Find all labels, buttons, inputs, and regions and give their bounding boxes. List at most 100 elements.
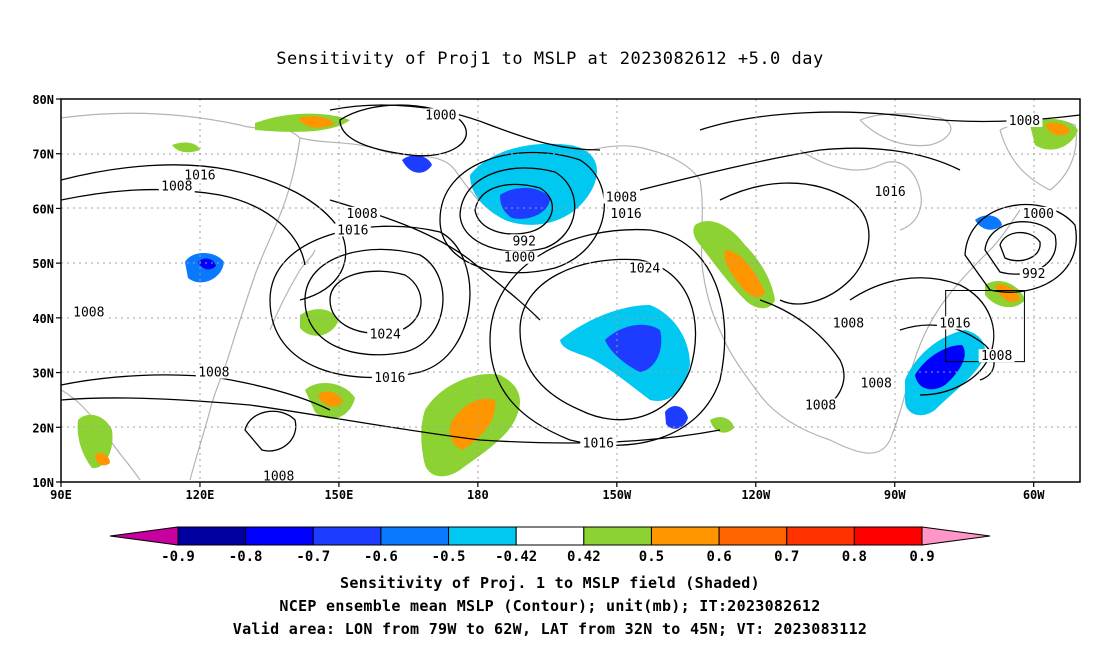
- shade-pos-scs-core: [95, 452, 110, 466]
- colorbar-label: 0.9: [909, 549, 934, 565]
- lon-tick-label: 120E: [186, 488, 215, 502]
- contour-label-bg: [978, 349, 1015, 363]
- colorbar-arrow-low: [109, 526, 179, 546]
- contour-label: 1008: [346, 207, 377, 222]
- lat-tick-label: 70N: [32, 148, 54, 162]
- contour-label-bg: [158, 179, 195, 193]
- contour-label: 1008: [161, 180, 192, 195]
- colorbar: -0.9 -0.8 -0.7 -0.6 -0.5 -0.42 0.42 0.5 0.6 0.7 0.…: [109, 526, 991, 565]
- colorbar-label: -0.9: [161, 549, 195, 565]
- contour-label-bg: [626, 261, 663, 275]
- lon-tick-label: 60W: [1023, 488, 1045, 502]
- contour-label-bg: [195, 365, 232, 379]
- lat-tick-label: 10N: [32, 476, 54, 490]
- contour-west-1008: [61, 164, 347, 301]
- colorbar-segment: [245, 526, 314, 546]
- caption-line-1: Sensitivity of Proj. 1 to MSLP field (Sh…: [340, 574, 760, 592]
- contour-label: 1008: [833, 316, 864, 331]
- shade-pos-baja: [710, 417, 734, 433]
- contour-pac-high-2: [304, 248, 444, 356]
- coast-north-asia: [61, 112, 479, 201]
- contour-atl-1016: [849, 277, 995, 396]
- colorbar-segment: [786, 526, 855, 546]
- contour-label-bg: [260, 469, 297, 482]
- contour-label-bg: [858, 376, 895, 390]
- map-title: Sensitivity of Proj1 to MSLP at 20230826…: [276, 49, 824, 69]
- contour-ne-pac-high-1: [519, 258, 697, 421]
- contour-aleutian-low-3: [439, 151, 605, 274]
- contour-label-bg: [371, 371, 408, 385]
- colorbar-segment: [380, 526, 450, 546]
- colorbar-label: 0.8: [842, 549, 867, 565]
- contour-label-bg: [1020, 206, 1057, 220]
- contour-label: 1000: [1023, 207, 1054, 222]
- contour-west-1016: [61, 188, 306, 266]
- contour-label: 1016: [583, 437, 614, 452]
- contour-label: 1008: [73, 305, 104, 320]
- shade-neg-hawaii: [665, 406, 688, 429]
- colorbar-label: 0.6: [706, 549, 731, 565]
- contour-label: 1008: [1009, 114, 1040, 129]
- colorbar-label: -0.8: [229, 549, 263, 565]
- coast-na-east: [829, 209, 1021, 454]
- lat-tick-label: 50N: [32, 257, 54, 271]
- contour-label-bg: [510, 234, 539, 248]
- shade-pos-arctic-core: [298, 116, 335, 128]
- caption-line-2: NCEP ensemble mean MSLP (Contour); unit(…: [279, 597, 821, 615]
- contour-label-bg: [344, 206, 381, 220]
- contour-label: 992: [1022, 267, 1045, 282]
- colorbar-label: -0.6: [364, 549, 398, 565]
- contour-label-bg: [1006, 113, 1043, 127]
- contour-label-bg: [70, 305, 107, 319]
- contour-arctic-1016: [639, 147, 961, 191]
- shade-pos-west-pac-s-core: [318, 391, 343, 407]
- contour-aleutian-low-1: [474, 183, 553, 235]
- contour-label: 992: [512, 234, 535, 249]
- contour-label: 1008: [606, 190, 637, 205]
- contour-aleutian-low-2: [459, 167, 576, 252]
- contour-label: 1024: [370, 327, 401, 342]
- contour-na-1016: [719, 182, 870, 305]
- colorbar-segment: [650, 526, 720, 546]
- contour-label-bg: [872, 185, 909, 199]
- lon-tick-label: 90W: [884, 488, 906, 502]
- colorbar-label: -0.7: [296, 549, 330, 565]
- contour-label: 1016: [939, 316, 970, 331]
- colorbar-segment: [583, 526, 652, 546]
- contour-pac-high-1: [329, 270, 422, 335]
- colorbar-label: 0.42: [567, 549, 601, 565]
- lon-tick-label: 120W: [741, 488, 771, 502]
- contour-label: 1016: [337, 223, 368, 238]
- colorbar-segment: [312, 526, 382, 546]
- contour-ne-pac-high-2: [489, 228, 726, 446]
- plot-frame: [60, 98, 1081, 483]
- colorbar-label: 0.7: [774, 549, 799, 565]
- contour-label: 1000: [504, 251, 535, 266]
- shade-neg-atlantic-core: [915, 345, 965, 390]
- lat-tick-label: 20N: [32, 421, 54, 435]
- contour-label: 1024: [629, 262, 660, 277]
- lat-tick-label: 40N: [32, 312, 54, 326]
- colorbar-segment: [853, 526, 923, 546]
- lon-tick-label: 90E: [50, 488, 72, 502]
- shade-neg-small-170: [402, 155, 432, 173]
- colorbar-label: 0.5: [639, 549, 664, 565]
- contour-label-bg: [1019, 267, 1048, 281]
- contour-label-bg: [603, 190, 640, 204]
- contour-label-bg: [580, 436, 617, 450]
- coast-japan: [269, 249, 316, 331]
- shade-neg-central-pac-core: [605, 324, 662, 372]
- contour-label-bg: [830, 316, 867, 330]
- colorbar-label: -0.5: [432, 549, 466, 565]
- contour-label: 1016: [374, 371, 405, 386]
- colorbar-label: -0.42: [495, 549, 537, 565]
- contour-label: 1000: [425, 108, 456, 123]
- contour-label: 1008: [263, 470, 294, 485]
- lon-tick-label: 150W: [602, 488, 632, 502]
- shade-pos-greenland-core: [1045, 122, 1070, 136]
- coast-hudson: [799, 149, 922, 231]
- contour-label: 1016: [874, 185, 905, 200]
